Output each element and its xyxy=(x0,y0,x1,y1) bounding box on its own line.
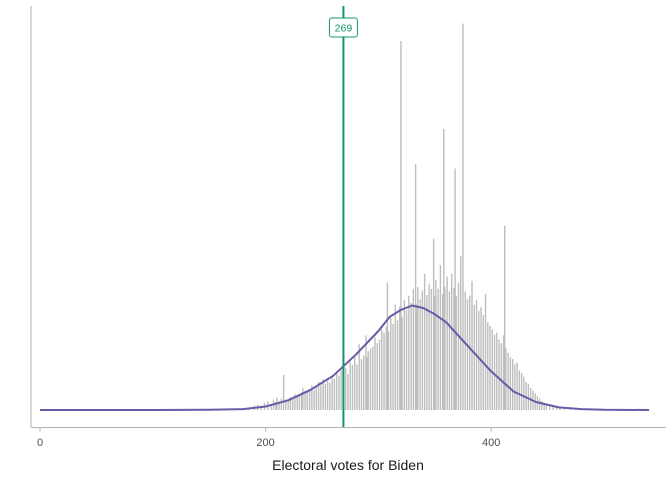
x-tick-label: 0 xyxy=(37,437,43,449)
reference-label-box xyxy=(328,17,358,38)
x-axis-title: Electoral votes for Biden xyxy=(272,457,424,473)
density-layer xyxy=(40,304,650,411)
bars-layer xyxy=(247,23,571,410)
plot-area: 269 0 200 400 Electoral votes for Biden xyxy=(30,6,666,473)
reference-line-group: 269 xyxy=(328,6,358,427)
x-tick-label: 200 xyxy=(256,437,274,449)
x-ticks: 0 200 400 xyxy=(37,427,500,449)
x-tick-label: 400 xyxy=(482,437,500,449)
reference-label: 269 xyxy=(335,23,353,35)
density-line xyxy=(40,304,650,411)
